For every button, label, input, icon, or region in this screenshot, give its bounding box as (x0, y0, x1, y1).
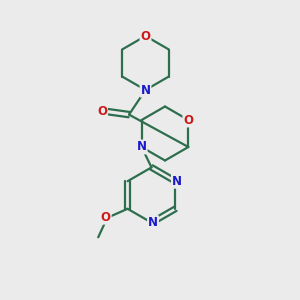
Text: N: N (136, 140, 147, 154)
Text: O: O (101, 211, 111, 224)
Text: N: N (140, 83, 151, 97)
Text: O: O (140, 29, 151, 43)
Text: N: N (172, 175, 182, 188)
Text: O: O (183, 113, 194, 127)
Text: O: O (97, 104, 107, 118)
Text: N: N (148, 216, 158, 229)
